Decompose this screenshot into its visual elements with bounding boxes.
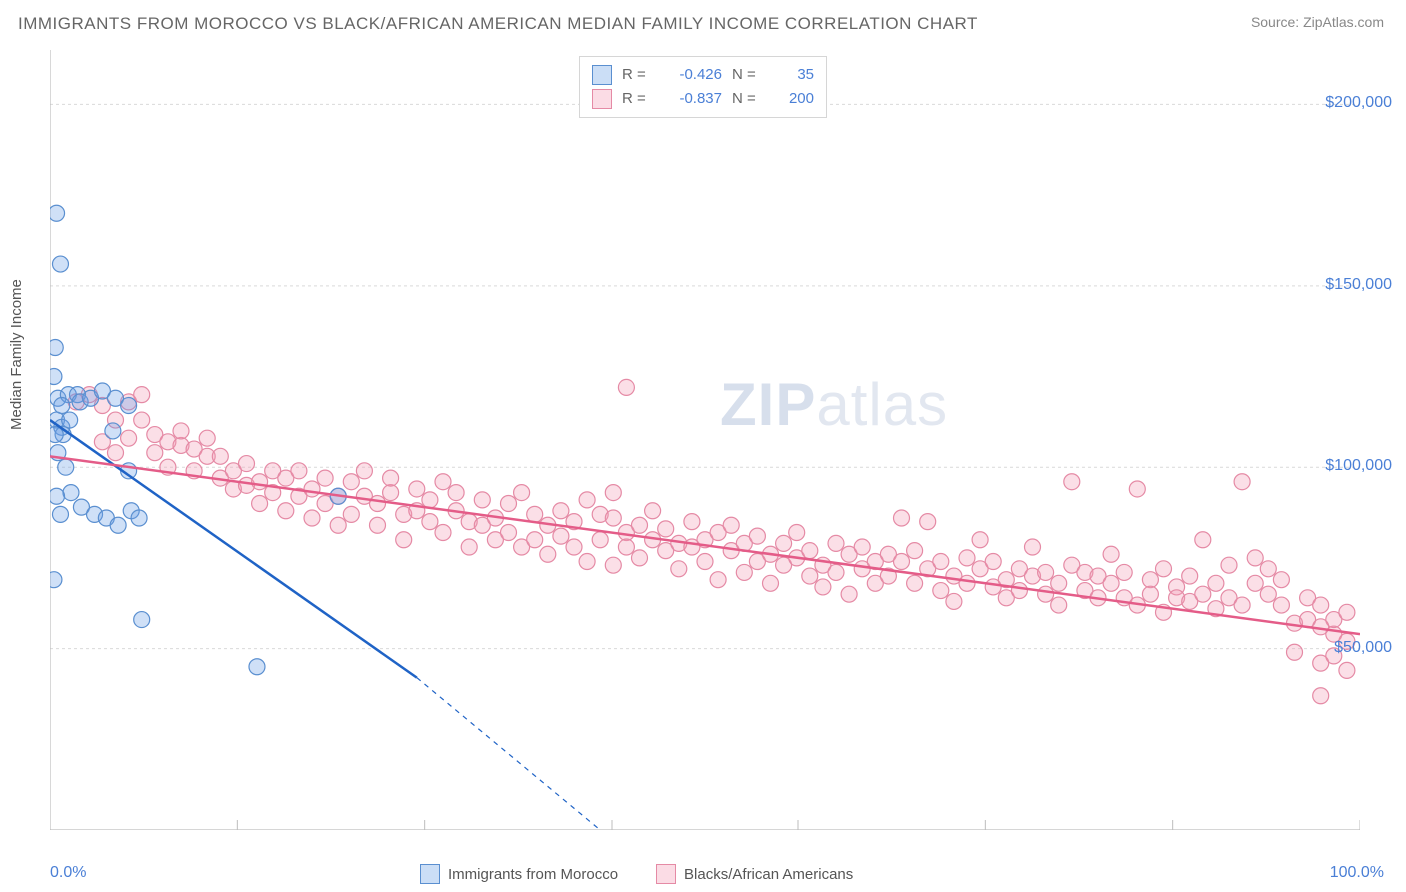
series-legend-1: Immigrants from Morocco <box>420 864 618 884</box>
legend-swatch-blue <box>420 864 440 884</box>
legend-r-value: -0.426 <box>666 63 722 87</box>
y-tick-label: $100,000 <box>1325 457 1392 475</box>
legend-n-value: 200 <box>776 87 814 111</box>
y-tick-label: $50,000 <box>1334 639 1392 657</box>
series-legend-2: Blacks/African Americans <box>656 864 853 884</box>
legend-n-value: 35 <box>776 63 814 87</box>
chart-title: IMMIGRANTS FROM MOROCCO VS BLACK/AFRICAN… <box>18 14 978 34</box>
source-label: Source: ZipAtlas.com <box>1251 14 1384 30</box>
scatter-plot <box>50 50 1360 830</box>
y-axis-label: Median Family Income <box>8 279 25 430</box>
legend-r-value: -0.837 <box>666 87 722 111</box>
watermark-bold: ZIP <box>720 371 816 438</box>
legend-swatch-pink <box>656 864 676 884</box>
legend-r-label: R = <box>622 87 656 111</box>
legend-row-1: R = -0.426 N = 35 <box>592 63 814 87</box>
x-tick-left: 0.0% <box>50 864 86 882</box>
series-1-label: Immigrants from Morocco <box>448 866 618 883</box>
series-legend: Immigrants from Morocco Blacks/African A… <box>420 864 853 884</box>
legend-r-label: R = <box>622 63 656 87</box>
y-tick-label: $150,000 <box>1325 276 1392 294</box>
watermark: ZIPatlas <box>720 370 948 439</box>
legend-row-2: R = -0.837 N = 200 <box>592 87 814 111</box>
x-tick-right: 100.0% <box>1330 864 1384 882</box>
y-tick-label: $200,000 <box>1325 94 1392 112</box>
legend-swatch-blue <box>592 65 612 85</box>
series-2-label: Blacks/African Americans <box>684 866 853 883</box>
legend-n-label: N = <box>732 87 766 111</box>
correlation-legend: R = -0.426 N = 35 R = -0.837 N = 200 <box>579 56 827 118</box>
legend-n-label: N = <box>732 63 766 87</box>
legend-swatch-pink <box>592 89 612 109</box>
watermark-rest: atlas <box>816 371 948 438</box>
